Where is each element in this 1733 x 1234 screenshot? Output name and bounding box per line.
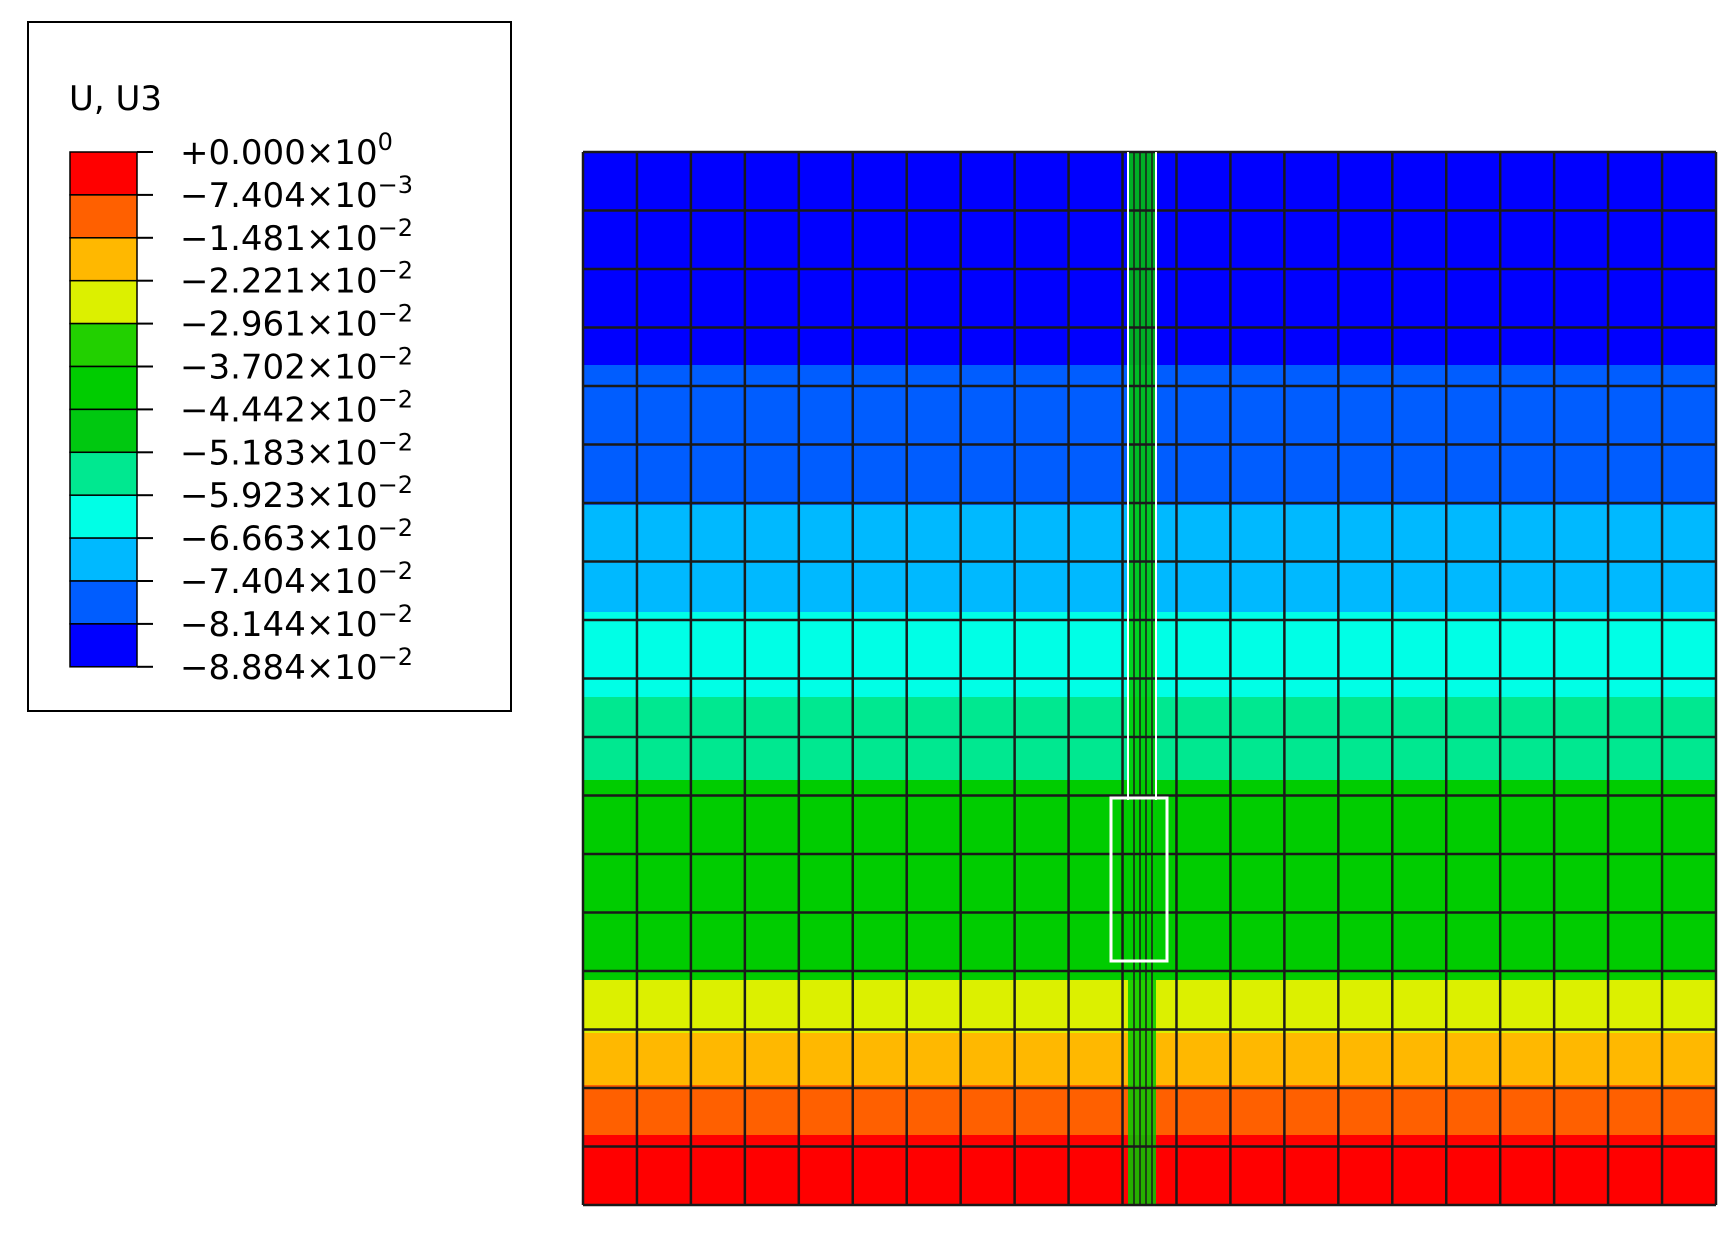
legend: +0.000×100−7.404×10−3−1.481×10−2−2.221×1… (69, 128, 413, 688)
legend-swatch (69, 537, 138, 582)
label-exponent: −2 (378, 471, 413, 499)
legend-label: −1.481×10−2 (180, 214, 413, 259)
label-exponent: −2 (378, 343, 413, 371)
label-exponent: −2 (378, 385, 413, 413)
label-exponent: −2 (378, 257, 413, 285)
label-exponent: −2 (378, 300, 413, 328)
legend-swatch (69, 194, 138, 239)
label-exponent: −2 (378, 428, 413, 456)
label-mantissa: −5.183×10 (180, 433, 378, 473)
legend-swatch (69, 451, 138, 496)
pile-cap-outline (1109, 796, 1169, 963)
label-exponent: −3 (378, 171, 413, 199)
label-exponent: 0 (378, 128, 393, 156)
legend-label: −2.961×10−2 (180, 300, 413, 345)
label-mantissa: −2.221×10 (180, 262, 378, 302)
legend-title: U, U3 (69, 79, 162, 119)
legend-swatch (69, 151, 138, 196)
label-mantissa: +0.000×10 (180, 133, 378, 173)
legend-swatch (69, 322, 138, 368)
label-mantissa: −8.884×10 (180, 648, 378, 688)
mesh (581, 150, 1718, 1207)
label-exponent: −2 (378, 214, 413, 242)
label-exponent: −2 (378, 514, 413, 542)
label-mantissa: −4.442×10 (180, 390, 378, 430)
legend-label: −6.663×10−2 (180, 514, 413, 559)
legend-swatch (69, 623, 138, 668)
label-mantissa: −6.663×10 (180, 519, 378, 559)
label-exponent: −2 (378, 557, 413, 585)
legend-label: −4.442×10−2 (180, 385, 413, 430)
legend-label: −8.144×10−2 (180, 600, 413, 645)
legend-swatch (69, 494, 138, 539)
label-exponent: −2 (378, 600, 413, 628)
label-exponent: −2 (378, 643, 413, 671)
label-mantissa: −2.961×10 (180, 305, 378, 345)
label-mantissa: −8.144×10 (180, 605, 378, 645)
legend-label: −8.884×10−2 (180, 643, 413, 688)
legend-swatch (69, 408, 138, 454)
legend-label: −7.404×10−2 (180, 557, 413, 602)
legend-label: +0.000×100 (180, 128, 393, 173)
label-mantissa: −1.481×10 (180, 219, 378, 259)
label-mantissa: −5.923×10 (180, 476, 378, 516)
label-mantissa: −3.702×10 (180, 348, 378, 388)
legend-label: −5.183×10−2 (180, 428, 413, 473)
legend-swatch (69, 237, 138, 282)
legend-label: −2.221×10−2 (180, 257, 413, 302)
legend-label: −3.702×10−2 (180, 343, 413, 388)
legend-swatch (69, 365, 138, 411)
label-mantissa: −7.404×10 (180, 176, 378, 216)
legend-label: −5.923×10−2 (180, 471, 413, 516)
legend-swatch (69, 279, 138, 325)
legend-swatch (69, 580, 138, 625)
label-mantissa: −7.404×10 (180, 562, 378, 602)
legend-label: −7.404×10−3 (180, 171, 413, 216)
